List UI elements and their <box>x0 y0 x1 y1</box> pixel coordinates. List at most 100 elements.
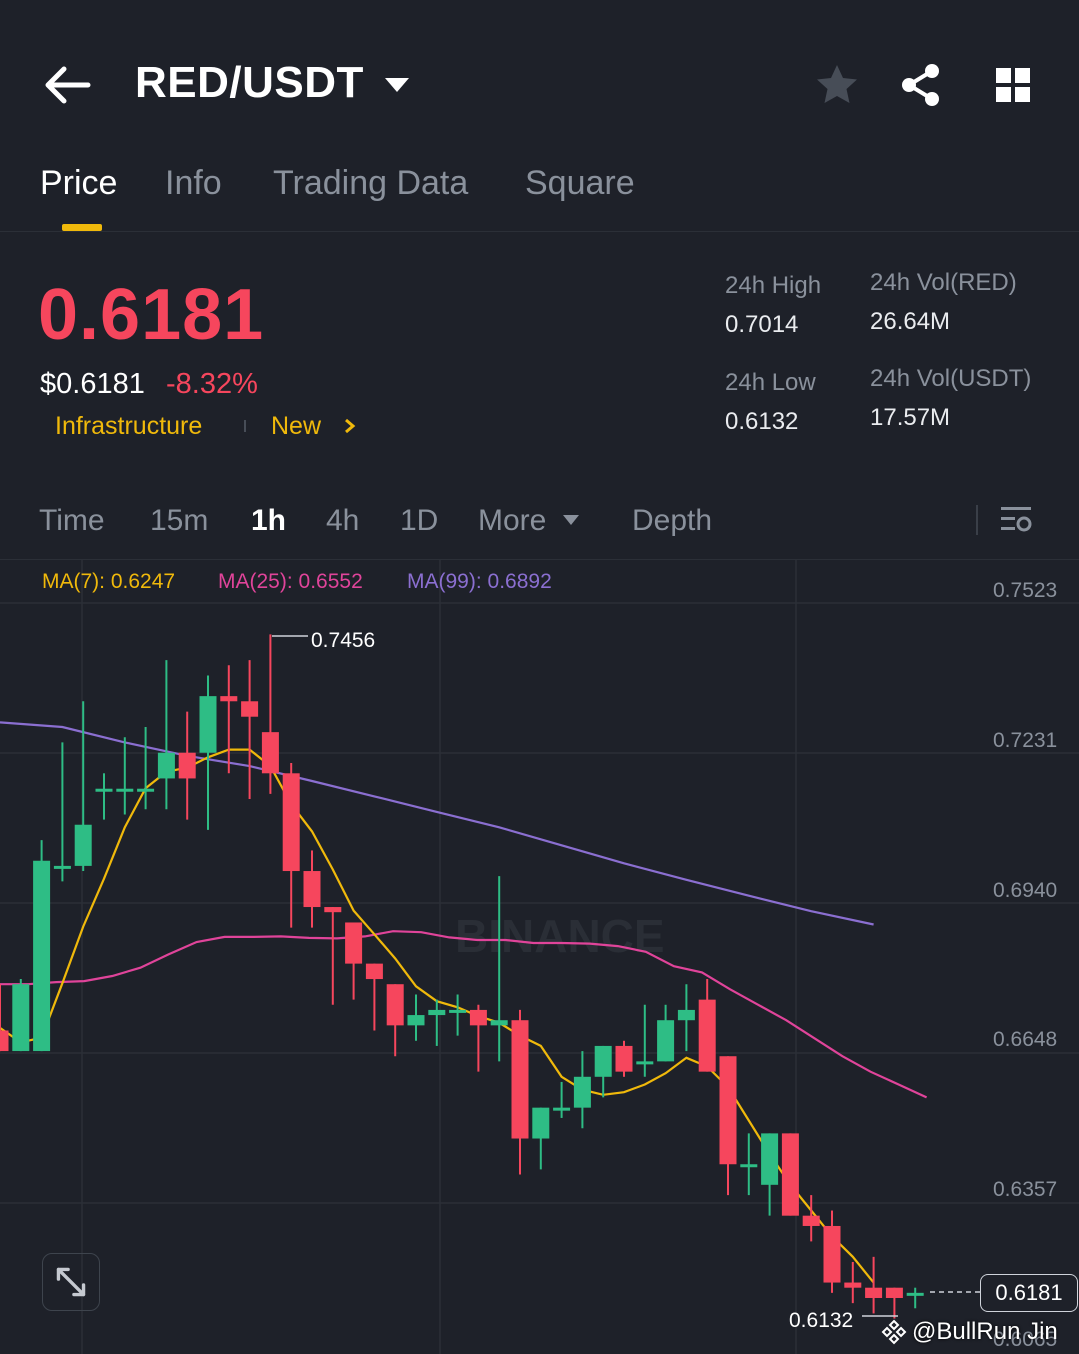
candle-body <box>636 1061 654 1065</box>
candle-body <box>12 984 30 1052</box>
candle-body <box>261 732 279 774</box>
last-price: 0.6181 <box>38 275 265 355</box>
chart-settings-icon[interactable] <box>998 502 1034 538</box>
tag-infrastructure[interactable]: Infrastructure <box>55 412 203 440</box>
candle-body <box>116 788 134 792</box>
candle-body <box>95 788 113 792</box>
candle-body <box>532 1107 550 1139</box>
candle-body <box>199 696 217 753</box>
candle-body <box>74 824 92 866</box>
y-axis-label: 0.6065 <box>993 1328 1058 1351</box>
high-marker-label: 0.7456 <box>311 629 375 652</box>
candle-body <box>324 907 342 913</box>
candle-body <box>0 1030 9 1052</box>
candle-body <box>365 963 383 980</box>
interval-4h[interactable]: 4h <box>326 504 360 537</box>
ma99-label: MA(99): 0.6892 <box>407 570 552 593</box>
candle-body <box>573 1076 591 1108</box>
y-axis-label: 0.6357 <box>993 1178 1058 1201</box>
candle-body <box>823 1225 841 1283</box>
stat-vol-base-value: 26.64M <box>870 308 951 335</box>
binance-logo-icon <box>881 1319 907 1345</box>
pair-title[interactable]: RED/USDT <box>135 58 364 107</box>
interval-bar-divider <box>0 559 1079 560</box>
binance-watermark: BINANCE <box>455 910 665 962</box>
grid-menu-icon[interactable] <box>994 66 1034 106</box>
candle-body <box>282 773 300 872</box>
candle-body <box>407 1015 425 1026</box>
candle-body <box>33 860 51 1052</box>
dropdown-caret-icon[interactable] <box>384 76 410 94</box>
tabs-divider <box>0 231 1079 232</box>
candle-body <box>137 788 155 792</box>
candle-body <box>469 1009 487 1026</box>
y-axis-label: 0.7231 <box>993 729 1058 752</box>
candle-body <box>594 1045 612 1077</box>
stat-low-label: 24h Low <box>725 369 816 396</box>
ma7-label: MA(7): 0.6247 <box>42 570 176 593</box>
tab-trading-data[interactable]: Trading Data <box>273 164 469 202</box>
candlestick-chart[interactable]: BINANCE 0.7456 0.6132 <box>0 560 1079 1354</box>
stat-high-label: 24h High <box>725 272 822 299</box>
candle-body <box>386 984 404 1026</box>
candle-body <box>781 1133 799 1216</box>
candle-body <box>157 752 175 779</box>
watermark-username: @BullRun Jin <box>912 1318 1058 1345</box>
stat-vol-quote-value: 17.57M <box>870 404 951 431</box>
candle-body <box>428 1009 446 1016</box>
y-axis-label: 0.6648 <box>993 1028 1058 1051</box>
tab-square[interactable]: Square <box>525 164 635 202</box>
tab-price[interactable]: Price <box>40 164 118 202</box>
back-arrow-icon[interactable] <box>40 62 92 108</box>
chevron-right-icon[interactable] <box>343 418 357 434</box>
candle-body <box>511 1020 529 1139</box>
candle-body <box>553 1107 571 1111</box>
candle-body <box>885 1287 903 1298</box>
interval-depth[interactable]: Depth <box>632 504 713 537</box>
candle-body <box>865 1287 883 1298</box>
last-price-tag: 0.6181 <box>980 1274 1078 1312</box>
ma25-line <box>0 930 928 1099</box>
stat-vol-base-label: 24h Vol(RED) <box>870 269 1017 296</box>
candle-body <box>490 1020 508 1026</box>
candle-body <box>449 1009 467 1013</box>
tag-separator <box>244 420 246 432</box>
candle-body <box>719 1056 737 1165</box>
interval-divider <box>976 505 978 535</box>
candle-body <box>220 696 238 702</box>
tag-new[interactable]: New <box>271 412 322 440</box>
stat-high-value: 0.7014 <box>725 311 799 338</box>
usd-price: $0.6181 <box>40 368 145 400</box>
candle-body <box>740 1164 758 1168</box>
y-axis-label: 0.7523 <box>993 579 1058 602</box>
candle-body <box>53 865 71 869</box>
interval-1d[interactable]: 1D <box>400 504 439 537</box>
ma25-label: MA(25): 0.6552 <box>218 570 363 593</box>
candle-body <box>345 922 363 964</box>
candle-body <box>657 1020 675 1062</box>
interval-time[interactable]: Time <box>39 504 105 537</box>
candle-body <box>677 1009 695 1021</box>
more-caret-icon[interactable] <box>562 514 580 526</box>
low-marker-label: 0.6132 <box>789 1309 853 1332</box>
candle-body <box>802 1215 820 1226</box>
candle-body <box>178 752 196 779</box>
tab-info[interactable]: Info <box>165 164 222 202</box>
star-icon[interactable] <box>814 62 860 108</box>
candle-body <box>615 1045 633 1072</box>
stat-low-value: 0.6132 <box>725 408 799 435</box>
candle-body <box>906 1292 924 1296</box>
interval-1h[interactable]: 1h <box>251 504 287 537</box>
expand-chart-button[interactable] <box>42 1253 100 1311</box>
candle-body <box>844 1282 862 1288</box>
candle-body <box>761 1133 779 1185</box>
active-tab-indicator <box>62 224 102 231</box>
y-axis-label: 0.6940 <box>993 879 1058 902</box>
stat-vol-quote-label: 24h Vol(USDT) <box>870 365 1032 392</box>
candle-body <box>241 701 259 717</box>
price-change-percent: -8.32% <box>166 368 258 400</box>
candle-body <box>303 871 321 908</box>
interval-15m[interactable]: 15m <box>150 504 209 537</box>
interval-more[interactable]: More <box>478 504 547 537</box>
share-icon[interactable] <box>898 62 944 108</box>
